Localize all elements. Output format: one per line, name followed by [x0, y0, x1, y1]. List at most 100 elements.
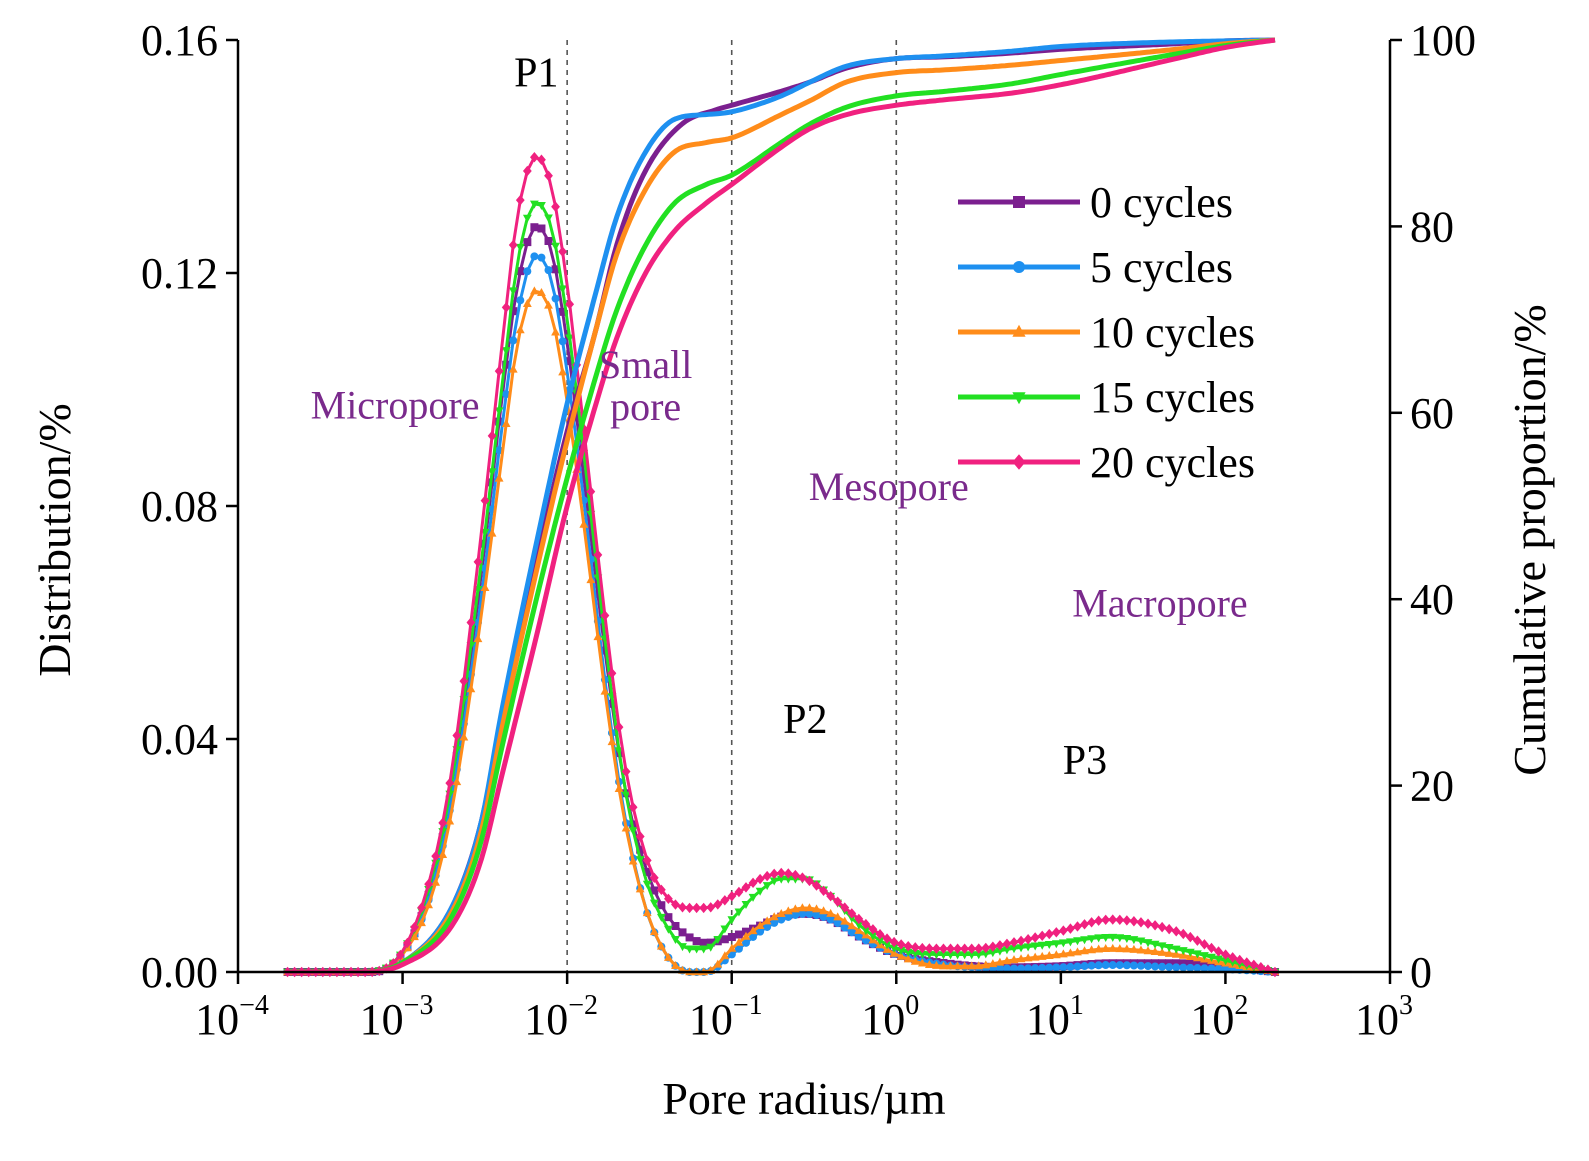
- distribution-point: [664, 913, 673, 922]
- distribution-point: [1066, 948, 1075, 957]
- distribution-point: [1030, 942, 1040, 951]
- cumulative-curves: [287, 37, 1276, 975]
- distribution-point: [889, 948, 899, 957]
- distribution-point: [896, 951, 906, 960]
- distribution-point: [1136, 945, 1146, 954]
- distribution-point: [1221, 949, 1230, 960]
- distribution-point: [763, 922, 772, 931]
- distribution-point: [790, 904, 800, 913]
- distribution-point: [939, 943, 948, 954]
- distribution-point: [812, 904, 821, 913]
- x-tick-label: 101: [1026, 990, 1084, 1044]
- distribution-point: [699, 945, 709, 954]
- distribution-point: [1129, 961, 1138, 970]
- distribution-point: [459, 675, 469, 687]
- distribution-point: [875, 929, 885, 940]
- distribution-point: [706, 943, 716, 952]
- distribution-point: [995, 957, 1005, 966]
- right-y-tick-label: 40: [1410, 575, 1454, 624]
- x-tick-label: 103: [1355, 990, 1413, 1044]
- distribution-point: [720, 925, 730, 934]
- distribution-point: [798, 909, 807, 918]
- distribution-point: [699, 902, 709, 914]
- distribution-point: [1023, 953, 1033, 962]
- distribution-point: [896, 939, 906, 950]
- distribution-point: [685, 902, 694, 914]
- distribution-point: [1058, 949, 1068, 958]
- distribution-point: [1158, 962, 1167, 971]
- distribution-point: [770, 918, 779, 927]
- left-y-tick-label: 0.08: [141, 482, 218, 531]
- distribution-point: [424, 900, 434, 909]
- distribution-point: [826, 908, 836, 917]
- distribution-point: [812, 910, 821, 919]
- distribution-point: [1023, 943, 1033, 952]
- distribution-point: [1101, 914, 1111, 925]
- distribution-point: [840, 923, 849, 932]
- distribution-point: [1030, 932, 1040, 943]
- distribution-point: [727, 890, 737, 902]
- distribution-point: [593, 590, 602, 599]
- distribution-point: [1002, 946, 1012, 955]
- distribution-point: [706, 938, 715, 947]
- distribution-point: [776, 908, 786, 917]
- distribution-point: [1122, 915, 1132, 926]
- distribution-point: [713, 936, 723, 945]
- distribution-point: [501, 419, 511, 428]
- distribution-point: [924, 943, 934, 954]
- distribution-point: [1164, 944, 1174, 953]
- distribution-point: [621, 791, 631, 800]
- distribution-point: [840, 916, 850, 925]
- distribution-point: [1185, 948, 1195, 957]
- distribution-point: [501, 347, 511, 356]
- distribution-point: [1150, 947, 1160, 956]
- distribution-point: [1129, 944, 1139, 953]
- legend-label: 10 cycles: [1090, 308, 1255, 357]
- distribution-point: [819, 906, 828, 915]
- distribution-point: [1073, 962, 1082, 971]
- distribution-point: [1207, 964, 1216, 973]
- distribution-point: [621, 823, 631, 832]
- legend-entry: 0 cycles: [958, 178, 1233, 227]
- distribution-point: [1129, 936, 1139, 945]
- distribution-point: [1044, 940, 1054, 949]
- distribution-point: [600, 610, 610, 621]
- distribution-point: [1165, 963, 1174, 972]
- region-label: Small pore: [599, 342, 692, 429]
- distribution-point: [903, 948, 913, 957]
- distribution-point: [1051, 927, 1061, 938]
- distribution-point: [812, 880, 821, 891]
- distribution-point: [558, 285, 568, 294]
- distribution-point: [395, 949, 405, 961]
- distribution-point: [642, 880, 652, 889]
- distribution-point: [692, 902, 702, 914]
- distribution-point: [1164, 948, 1174, 957]
- legend-swatch-marker: [1012, 324, 1026, 337]
- peak-label: P3: [1063, 738, 1107, 784]
- distribution-point: [579, 519, 589, 528]
- distribution-point: [974, 951, 984, 960]
- distribution-point: [586, 575, 596, 584]
- distribution-point: [664, 952, 673, 961]
- distribution-point: [826, 890, 836, 902]
- cumulative-line: [287, 37, 1276, 975]
- distribution-point: [1115, 961, 1124, 970]
- legend-label: 0 cycles: [1090, 178, 1233, 227]
- legend-swatch-marker: [1012, 454, 1026, 470]
- x-tick-label: 100: [861, 990, 919, 1044]
- distribution-point: [628, 856, 638, 865]
- distribution-point: [671, 921, 680, 930]
- distribution-point: [762, 870, 772, 882]
- distribution-point: [529, 200, 539, 209]
- distribution-point: [1249, 959, 1259, 971]
- distribution-point: [1228, 958, 1238, 967]
- distribution-point: [473, 556, 483, 568]
- distribution-point: [1094, 961, 1103, 970]
- distribution-point: [1023, 934, 1033, 945]
- distribution-point: [671, 935, 680, 944]
- distribution-point: [1051, 950, 1061, 959]
- distribution-point: [685, 945, 694, 954]
- distribution-point: [769, 912, 779, 921]
- distribution-point: [1122, 961, 1131, 970]
